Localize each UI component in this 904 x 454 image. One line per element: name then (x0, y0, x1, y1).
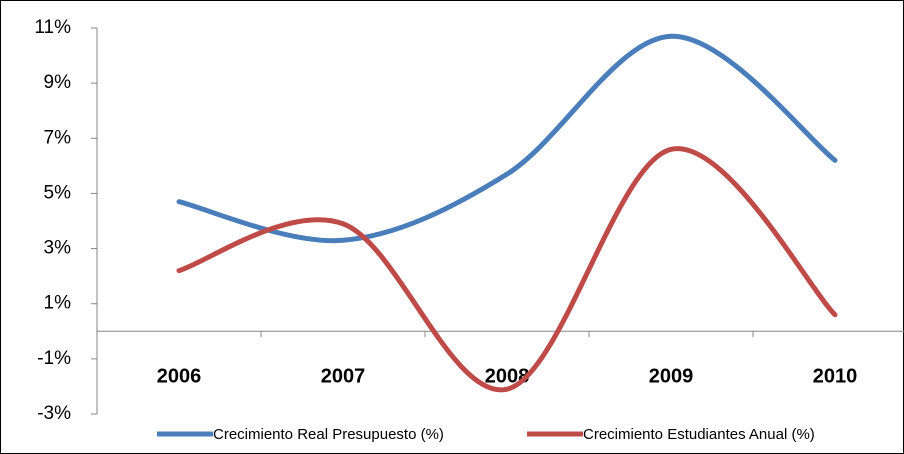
legend-label: Crecimiento Real Presupuesto (%) (213, 426, 444, 443)
y-tick-label: 11% (34, 17, 71, 38)
legend-label: Crecimiento Estudiantes Anual (%) (583, 426, 815, 443)
x-tick-label: 2010 (813, 365, 858, 387)
x-tick-label: 2007 (321, 365, 366, 387)
y-tick-label: -3% (37, 403, 71, 424)
y-tick-label: 5% (44, 182, 72, 203)
y-tick-label: 9% (44, 72, 72, 93)
series-line (176, 146, 838, 393)
y-tick-label: 7% (44, 127, 72, 148)
y-tick-label: 1% (44, 293, 72, 314)
y-tick-label: 3% (44, 238, 72, 259)
x-tick-label: 2006 (157, 365, 202, 387)
x-tick-label: 2009 (649, 365, 694, 387)
series-line (176, 33, 838, 244)
x-tick-label: 2008 (485, 365, 530, 387)
y-tick-label: -1% (37, 348, 71, 369)
